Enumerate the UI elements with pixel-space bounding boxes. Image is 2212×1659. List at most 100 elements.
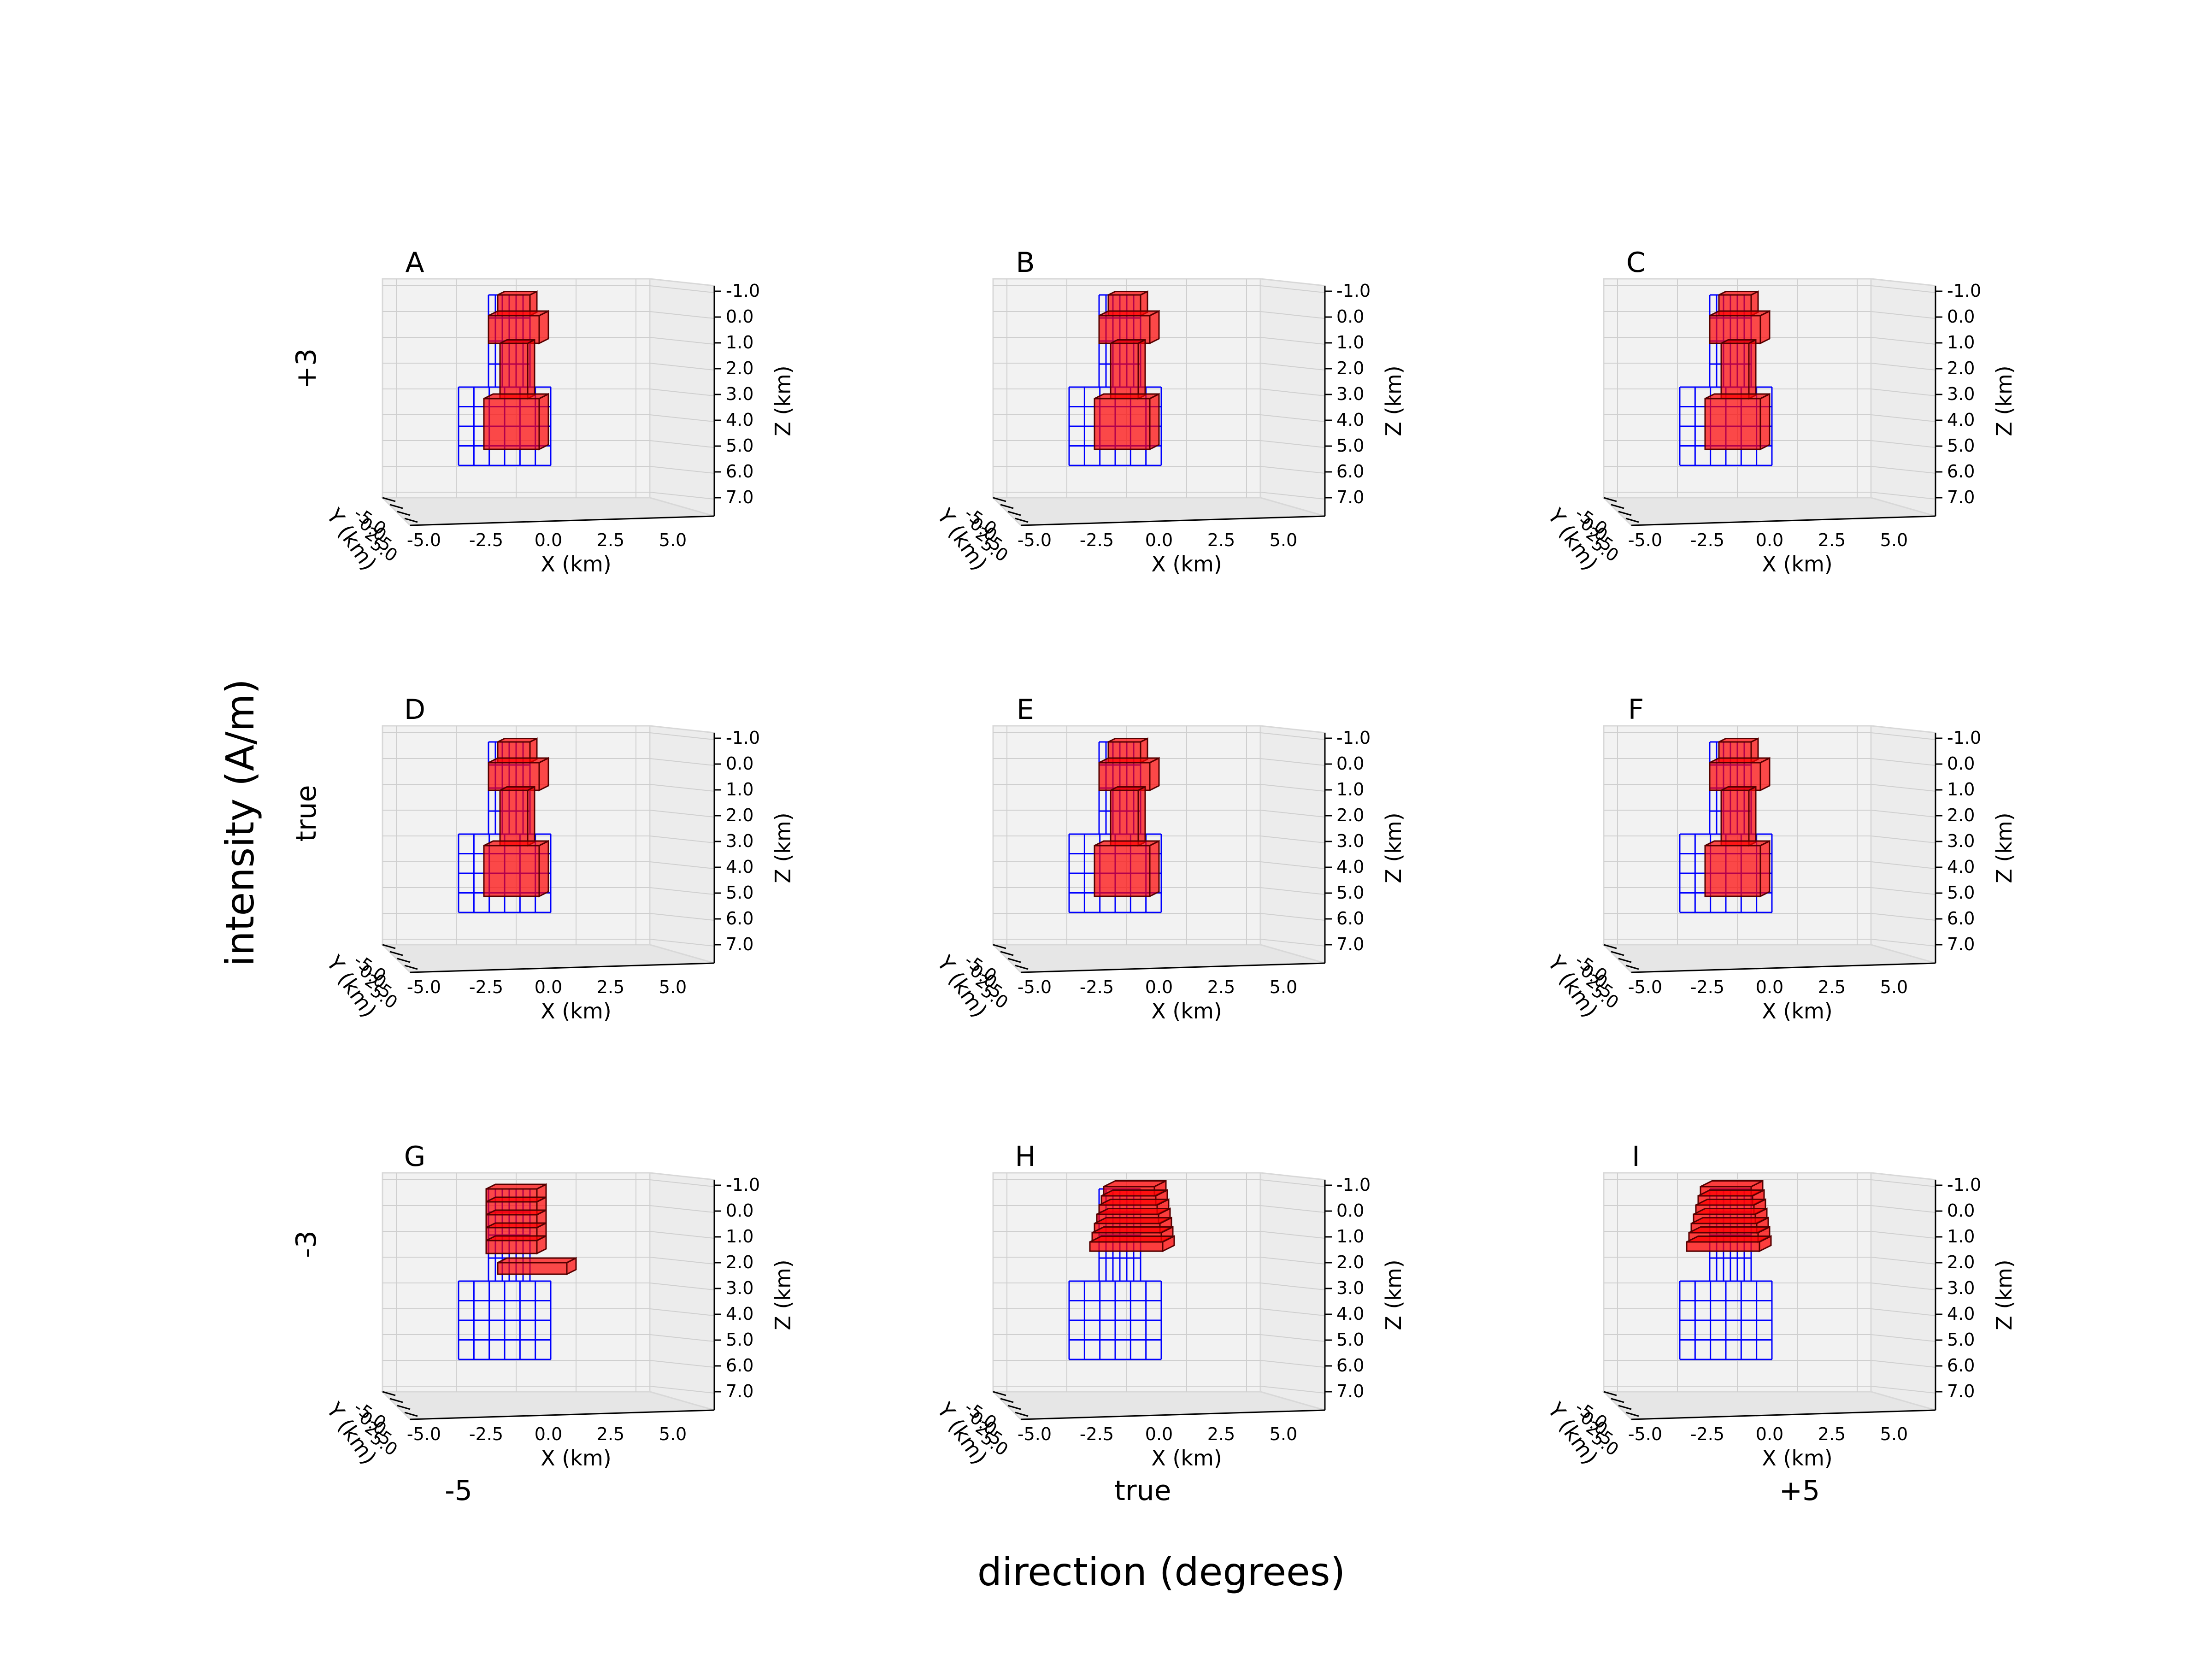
x-axis [1020,515,1325,526]
x-axis-label: X (km) [541,999,611,1024]
x-tick-label: 0.0 [535,1424,562,1444]
x-tick-label: -5.0 [1628,530,1662,550]
gridline [1871,311,1936,319]
z-axis-label: Z (km) [771,1259,795,1330]
x-axis-label: X (km) [541,1446,611,1471]
y-tick [1618,511,1632,516]
x-tick-label: 0.0 [1145,530,1173,550]
figure-xlabel: direction (degrees) [977,1549,1346,1594]
y-tick [1603,944,1617,949]
z-tick-label: 0.0 [726,753,753,774]
gridline [1871,414,1936,422]
z-axis-label: Z (km) [1992,1259,2017,1330]
recovered-layer [1089,1235,1175,1253]
gridline [1871,1334,1936,1342]
z-tick-label: 7.0 [1947,934,1975,954]
x-axis-label: X (km) [1151,552,1222,577]
z-tick-label: 6.0 [1947,908,1975,929]
recovered-model [483,290,549,451]
x-tick-label: -5.0 [1018,1424,1052,1444]
recovered-layer [485,1235,547,1255]
y-tick [1611,504,1624,509]
gridline [1871,1386,1936,1394]
gridline [1260,337,1325,345]
gridline [1871,913,1936,921]
recovered-base [483,840,549,898]
panel-B: B -1.0 0.0 1.0 2.0 3.0 4.0 5.0 6.0 7.0 Z (km) -5.0 -… [932,247,1406,577]
x-tick-label: 5.0 [1880,977,1908,997]
y-tick [1000,1398,1014,1403]
panel-A: A -1.0 0.0 1.0 2.0 3.0 4.0 5.0 6.0 7.0 Z (km) -5.0 -… [321,247,795,577]
gridline [1260,1282,1325,1290]
gridline [649,311,715,319]
recovered-sill [497,1257,577,1276]
recovered-base [1704,393,1771,451]
gridline [1871,285,1936,293]
gridline [1871,1308,1936,1316]
col-label-1: -5 [445,1475,472,1507]
x-tick-label: -5.0 [1628,1424,1662,1444]
x-tick-label: 2.5 [1207,1424,1235,1444]
z-tick-label: 5.0 [726,882,753,903]
gridline [1260,939,1325,947]
x-tick-label: -5.0 [1628,977,1662,997]
gridline [649,388,715,396]
x-tick-label: -2.5 [469,1424,503,1444]
x-tick-label: 0.0 [1756,977,1783,997]
x-tick-label: -5.0 [407,1424,441,1444]
panel-H: H -1.0 0.0 1.0 2.0 3.0 4.0 5.0 6.0 7.0 Z (km) -5.0 -… [932,1141,1406,1471]
x-tick-label: 2.5 [1818,1424,1846,1444]
y-tick [404,965,418,970]
recovered-layer [488,757,549,792]
z-tick-label: 3.0 [1336,1278,1364,1298]
gridline [649,414,715,422]
x-tick-label: 5.0 [659,977,687,997]
gridline [1871,466,1936,474]
recovered-model [483,737,549,898]
recovered-layer [1686,1235,1772,1253]
gridline [649,1257,715,1265]
x-tick-label: 5.0 [659,530,687,550]
x-axis-label: X (km) [1762,552,1832,577]
col-label-3: +5 [1779,1475,1820,1507]
recovered-model [1704,737,1771,898]
z-tick-label: 1.0 [1336,332,1364,353]
gridline [649,939,715,947]
x-tick-label: 5.0 [1270,530,1297,550]
z-tick-label: 5.0 [1947,1330,1975,1350]
gridline [1260,1308,1325,1316]
x-tick-label: -2.5 [1690,530,1724,550]
z-tick-label: 2.0 [1336,805,1364,825]
panel-label: F [1628,694,1644,726]
z-tick-label: 6.0 [1947,1355,1975,1376]
panel-label: E [1017,694,1034,726]
gridline [1260,835,1325,843]
z-tick-label: 4.0 [1336,1304,1364,1324]
side-pane [1870,1172,1936,1411]
z-tick-label: 6.0 [1947,461,1975,482]
z-tick-label: 4.0 [1947,857,1975,877]
gridline [649,887,715,895]
gridline [1260,887,1325,895]
true-model-body [458,1280,552,1360]
side-pane [649,1172,715,1411]
gridline [1260,1257,1325,1265]
side-pane [1259,278,1326,517]
recovered-model [1094,737,1160,898]
z-tick-label: 1.0 [726,779,753,800]
x-tick-label: -2.5 [1690,977,1724,997]
y-tick [1007,511,1021,516]
gridline [649,1386,715,1394]
z-tick-label: 7.0 [1947,487,1975,507]
gridline [1260,285,1325,293]
panel-label: A [405,247,424,279]
z-tick-label: 1.0 [1336,779,1364,800]
z-tick-label: 1.0 [1947,779,1975,800]
z-tick-label: 6.0 [1336,908,1364,929]
gridline [1871,1257,1936,1265]
y-tick [397,511,411,516]
z-tick-label: 0.0 [1947,306,1975,327]
panel-G: G -1.0 0.0 1.0 2.0 3.0 4.0 5.0 6.0 7.0 Z (km) -5.0 -… [321,1141,795,1471]
gridline [1871,887,1936,895]
y-tick [1603,497,1617,502]
